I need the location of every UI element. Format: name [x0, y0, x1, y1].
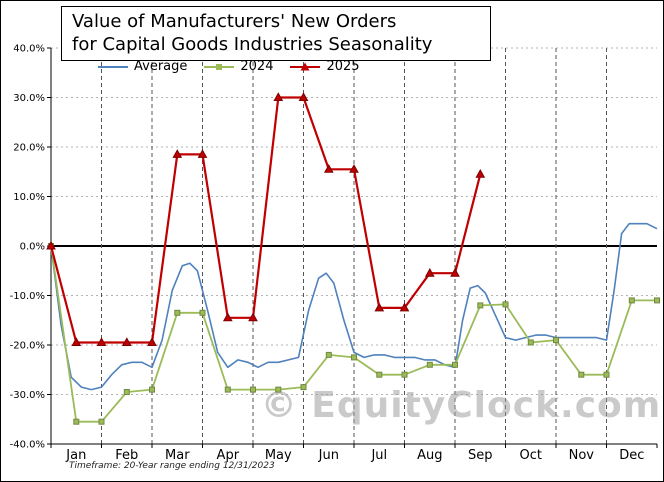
marker-triangle — [374, 302, 385, 312]
marker-square — [351, 354, 357, 361]
x-axis-month-label: Oct — [520, 448, 542, 463]
marker-square — [73, 418, 80, 425]
legend-label-2025: 2025 — [326, 59, 360, 74]
marker-triangle — [450, 267, 460, 277]
y-axis-tick-label: 30.0% — [13, 93, 45, 104]
y-axis-tick-label: 10.0% — [13, 192, 45, 203]
x-axis-month-label: Apr — [217, 448, 240, 463]
marker-triangle — [172, 149, 183, 158]
chart-title-line1: Value of Manufacturers' New Orders — [72, 11, 397, 32]
x-axis-month-label: Nov — [569, 448, 595, 463]
marker-square — [477, 302, 484, 309]
chart-title-line2: for Capital Goods Industries Seasonality — [72, 34, 433, 55]
x-axis-month-label: Jul — [370, 448, 387, 463]
marker-square — [250, 386, 256, 393]
marker-triangle — [399, 302, 410, 312]
marker-square — [325, 351, 332, 358]
marker-square — [426, 361, 433, 368]
legend-label-2024: 2024 — [240, 59, 274, 74]
x-axis-month-label: Dec — [619, 448, 644, 463]
marker-square — [452, 361, 458, 368]
legend: Average 2024 2025 — [97, 59, 360, 74]
marker-triangle — [197, 149, 208, 158]
marker-square — [123, 389, 130, 395]
marker-square — [376, 371, 383, 378]
marker-triangle — [71, 337, 82, 346]
y-axis-tick-label: 20.0% — [13, 143, 45, 154]
marker-triangle — [475, 168, 486, 178]
marker-triangle — [222, 312, 233, 322]
y-axis-tick-label: -40.0% — [10, 440, 45, 451]
triangle-marker-line-icon — [290, 62, 321, 70]
marker-triangle — [147, 337, 157, 346]
marker-triangle — [273, 92, 284, 101]
marker-triangle — [121, 337, 132, 346]
marker-square — [578, 371, 585, 378]
y-axis-tick-label: 0.0% — [20, 242, 45, 253]
x-axis-month-label: Aug — [417, 448, 442, 463]
marker-square — [527, 339, 534, 346]
marker-triangle — [323, 164, 334, 173]
marker-triangle — [349, 164, 359, 173]
series-line-2025 — [49, 96, 482, 344]
marker-square — [275, 386, 282, 393]
marker-square — [149, 386, 155, 393]
y-axis-tick-label: -20.0% — [10, 341, 45, 352]
marker-square — [603, 371, 610, 378]
legend-item-2024: 2024 — [203, 59, 273, 74]
x-axis-month-label: May — [265, 448, 292, 463]
x-axis-month-label: Jun — [318, 448, 339, 463]
legend-item-average: Average — [97, 59, 187, 74]
marker-square — [300, 384, 307, 391]
marker-square — [224, 386, 231, 393]
marker-triangle — [96, 337, 107, 346]
watermark: © EquityClock.com — [261, 385, 662, 426]
marker-triangle — [248, 312, 258, 322]
legend-item-2025: 2025 — [289, 59, 360, 74]
marker-square — [199, 309, 206, 316]
marker-square — [98, 418, 105, 425]
chart-title-box: Value of Manufacturers' New Orders for C… — [61, 6, 491, 61]
y-axis-tick-label: -30.0% — [10, 390, 45, 401]
marker-triangle — [298, 92, 309, 101]
marker-triangle — [46, 240, 56, 250]
marker-square — [401, 371, 408, 378]
x-axis-month-label: Mar — [165, 448, 190, 463]
x-axis-month-label: Sep — [468, 448, 493, 463]
y-axis-tick-label: 40.0% — [13, 44, 45, 55]
legend-label-average: Average — [134, 59, 188, 74]
x-axis-month-label: Feb — [115, 448, 138, 463]
marker-triangle — [424, 267, 435, 277]
y-axis-tick-label: -10.0% — [10, 291, 45, 302]
marker-square — [553, 337, 559, 344]
series-line-Average — [50, 222, 658, 391]
marker-square — [654, 297, 660, 304]
average-line-icon — [98, 65, 128, 68]
marker-square — [502, 301, 509, 308]
marker-square — [174, 309, 181, 316]
x-axis-month-label: Jan — [65, 448, 86, 463]
square-marker-line-icon — [204, 63, 235, 70]
timeframe-note: Timeframe: 20-Year range ending 12/31/20… — [69, 461, 275, 471]
marker-square — [628, 297, 635, 304]
